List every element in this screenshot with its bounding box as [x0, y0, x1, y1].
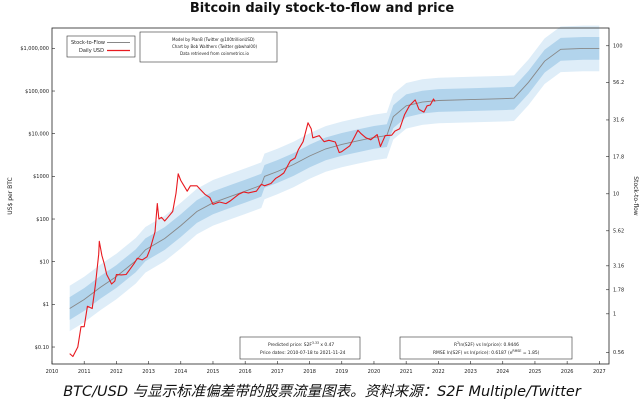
y2-tick-label-1: 1: [613, 312, 616, 318]
credit-line-1: Model by PlanB (Twitter @100trillionUSD): [172, 37, 255, 42]
y-tick-label-0: $0.10: [35, 345, 49, 351]
y2-tick-label-4: 5.62: [613, 229, 624, 235]
x-tick-label-2023: 2023: [464, 369, 477, 375]
y2-tick-label-0: 0.56: [613, 350, 624, 356]
credits-frame: [139, 31, 278, 63]
legend: Stock-to-Flow Daily USD: [66, 35, 136, 58]
credit-line-3: Data retrieved from coinmetrics.io: [180, 51, 249, 56]
x-tick-label-2013: 2013: [142, 369, 155, 375]
x-tick-label-2011: 2011: [78, 369, 91, 375]
y-tick-label-7: $1,000,000: [20, 46, 49, 52]
y-tick-label-4: $1000: [33, 174, 49, 180]
x-tick-label-2026: 2026: [561, 369, 574, 375]
y-tick-label-5: $10,000: [28, 131, 49, 137]
annotation-left-line-2: Price dates: 2010-07-18 to 2021-11-24: [260, 350, 346, 356]
band-2sd: [69, 25, 600, 332]
y2-axis-label: Stock-to-flow: [632, 176, 639, 216]
y-tick-label-1: $1: [43, 302, 49, 308]
x-tick-label-2012: 2012: [110, 369, 123, 375]
x-tick-label-2024: 2024: [496, 369, 509, 375]
x-tick-label-2014: 2014: [174, 369, 187, 375]
y2-tick-label-3: 3.16: [613, 264, 624, 270]
x-tick-label-2010: 2010: [46, 369, 59, 375]
annotation-left-frame: [239, 336, 361, 360]
annotation-right-line-1: R2ln(S2F) vs ln(price): 0.9446: [454, 341, 519, 348]
x-tick-label-2018: 2018: [303, 369, 316, 375]
credit-line-2: Chart by Bob Walthers (Twitter @bwhal00): [172, 44, 258, 49]
annotation-right: R2ln(S2F) vs ln(price): 0.9446 RMSE ln(S…: [399, 336, 573, 360]
y2-tick-label-7: 31.6: [613, 118, 624, 124]
figure-caption: BTC/USD 与显示标准偏差带的股票流量图表。资料来源：S2F Multipl…: [63, 384, 581, 400]
y2-tick-label-5: 10: [613, 192, 619, 198]
y-tick-label-6: $100,000: [25, 89, 49, 95]
annotation-left: Predicted price: S2F3.33 x 0.47 Price da…: [239, 336, 361, 360]
x-tick-label-2019: 2019: [335, 369, 348, 375]
std-dev-bands: [69, 25, 600, 332]
x-tick-label-2022: 2022: [432, 369, 445, 375]
chart: Bitcoin daily stock-to-flow and price 20…: [7, 1, 639, 375]
series-layer: [69, 47, 600, 358]
plot-frame: [51, 27, 610, 365]
series-line-price: [69, 98, 436, 358]
y2-tick-label-2: 1.78: [613, 288, 624, 294]
x-tick-label-2015: 2015: [207, 369, 220, 375]
x-tick-label-2017: 2017: [271, 369, 284, 375]
x-tick-label-2027: 2027: [593, 369, 606, 375]
legend-label-price: Daily USD: [79, 48, 104, 54]
x-tick-label-2021: 2021: [400, 369, 413, 375]
x-tick-label-2025: 2025: [529, 369, 542, 375]
band-1sd: [69, 37, 600, 320]
legend-label-s2f: Stock-to-Flow: [71, 40, 105, 46]
axes: 2010 2011 2012 2013 2014 2015 2016 2017 2018 2019…: [20, 44, 624, 375]
x-tick-label-2016: 2016: [239, 369, 252, 375]
y-axis-label: US$ per BTC: [7, 177, 14, 214]
legend-box: [66, 35, 136, 58]
y2-tick-label-9: 100: [613, 44, 623, 50]
x-tick-label-2020: 2020: [368, 369, 381, 375]
chart-title: Bitcoin daily stock-to-flow and price: [190, 1, 454, 16]
y-tick-label-3: $100: [36, 217, 49, 223]
y-tick-label-2: $10: [39, 259, 49, 265]
annotation-right-frame: [399, 336, 573, 360]
credits-box: Model by PlanB (Twitter @100trillionUSD)…: [139, 31, 278, 63]
annotation-right-line-2: RMSE ln(S2F) vs ln(price): 0.6187 (eRMSE…: [433, 349, 540, 356]
annotation-left-line-1: Predicted price: S2F3.33 x 0.47: [268, 341, 334, 348]
series-line-s2f: [69, 47, 600, 309]
y2-tick-label-6: 17.8: [613, 154, 624, 160]
y2-tick-label-8: 56.2: [613, 80, 624, 86]
